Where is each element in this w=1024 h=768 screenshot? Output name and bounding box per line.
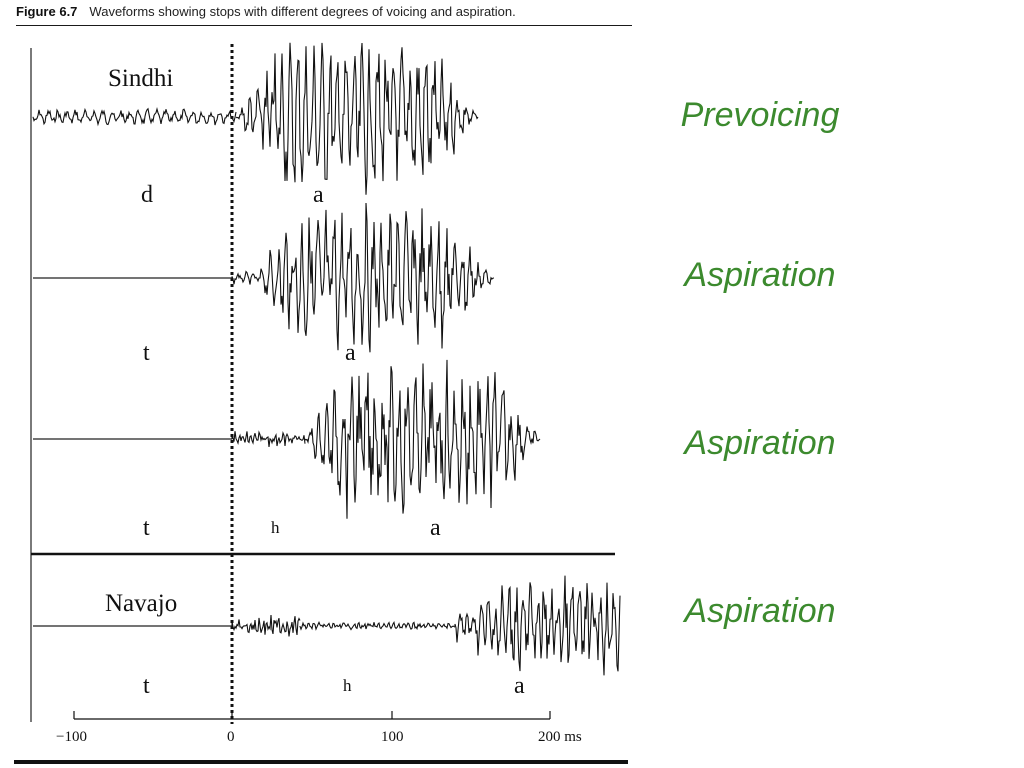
waveform-figure: Sindhi d a t a t h a Navajo t h a −100 0…	[0, 0, 640, 768]
segment-h-1: h	[271, 518, 280, 538]
waveform-vowel-1	[236, 43, 478, 195]
waveform-vowel-2	[232, 203, 494, 352]
segment-a-3: a	[430, 515, 441, 542]
segment-d: d	[141, 182, 153, 209]
waveform-aspiration-4b	[300, 622, 455, 629]
waveform-vowel-4	[455, 576, 620, 676]
time-axis	[74, 711, 550, 719]
waveform-canvas	[0, 0, 640, 768]
segment-a-1: a	[313, 182, 324, 209]
language-label-navajo: Navajo	[105, 590, 177, 618]
waveform-aspiration-3	[232, 431, 305, 447]
segment-a-2: a	[345, 340, 356, 367]
tick-label-0: 0	[227, 729, 235, 746]
language-label-sindhi: Sindhi	[108, 65, 173, 93]
segment-t-2: t	[143, 515, 150, 542]
waveform-aspiration-4	[232, 615, 300, 636]
waveforms	[33, 43, 620, 676]
annotation-aspiration-1: Aspiration	[660, 256, 860, 295]
annotation-prevoicing: Prevoicing	[660, 96, 860, 135]
segment-a-4: a	[514, 673, 525, 700]
waveform-vowel-3	[305, 360, 540, 519]
segment-t-1: t	[143, 340, 150, 367]
annotation-aspiration-3: Aspiration	[660, 592, 860, 631]
annotation-aspiration-2: Aspiration	[660, 424, 860, 463]
segment-h-2: h	[343, 676, 352, 696]
tick-label-100: 100	[381, 729, 404, 746]
tick-label-neg100: −100	[56, 729, 87, 746]
tick-label-200: 200 ms	[538, 729, 582, 746]
waveform-prevoicing	[33, 109, 236, 125]
segment-t-3: t	[143, 673, 150, 700]
